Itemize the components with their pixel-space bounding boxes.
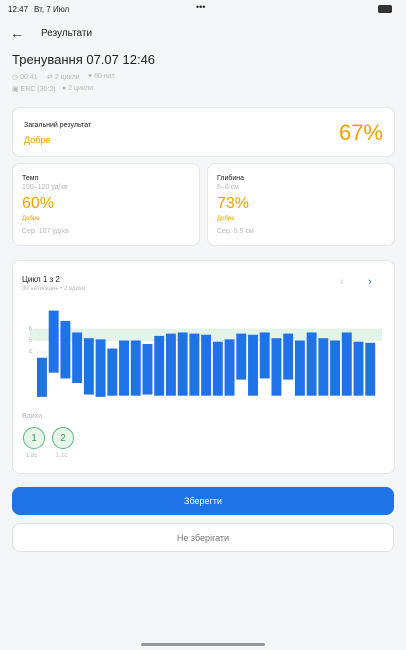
tempo-score: 60%: [22, 195, 55, 212]
y-tick-label: 4: [29, 350, 33, 356]
meta-item: 00:41: [20, 74, 38, 81]
tempo-rating: Добре: [22, 216, 40, 222]
bar: [177, 332, 188, 396]
tempo-avg: Сер. 107 уд/хв: [22, 228, 69, 235]
y-tick-label: 6: [29, 327, 33, 333]
depth-avg: Сер. 5.5 см: [217, 228, 254, 235]
bar: [130, 340, 141, 396]
header-title: Результати: [41, 28, 93, 39]
bar: [294, 340, 305, 396]
meta-item: 2 цикли: [68, 85, 94, 92]
bar: [83, 338, 94, 395]
meta-item: 2 цикли: [54, 74, 80, 81]
bar: [107, 348, 118, 396]
bar: [48, 310, 59, 373]
meta: ⇄ 2 цикли: [47, 74, 80, 81]
bar: [154, 335, 165, 396]
overall-rating: Добре: [24, 135, 51, 145]
bar: [95, 339, 106, 397]
y-tick-label: 5: [29, 338, 33, 344]
breath-circle: 2: [52, 427, 74, 449]
bar: [224, 339, 235, 396]
bar: [365, 342, 376, 396]
home-bar: [141, 643, 265, 646]
bar: [306, 332, 317, 396]
meta: ◷ 00:41: [12, 74, 38, 81]
meta-item: 60 нат.: [94, 73, 116, 80]
bar: [353, 341, 364, 396]
overall-score: 67%: [338, 120, 383, 145]
depth-card: Глибина 5–6 см 73% Добре Сер. 5.5 см: [207, 163, 395, 246]
depth-chart: 4 5 6: [29, 310, 382, 397]
workout-title: Тренування 07.07 12:46: [12, 52, 156, 67]
bar: [165, 333, 176, 396]
breath-time: 1.8с: [26, 453, 38, 459]
bar: [330, 340, 341, 396]
bar: [236, 333, 247, 380]
bar: [248, 334, 258, 396]
bar: [37, 357, 47, 397]
bar: [318, 338, 329, 396]
bar: [142, 343, 153, 395]
back-button[interactable]: ←: [10, 25, 24, 41]
prev-button[interactable]: ‹: [340, 276, 344, 288]
overall-label: Загальний результат: [24, 122, 92, 129]
bar: [60, 320, 71, 379]
bar: [201, 334, 212, 396]
save-button[interactable]: Зберегти: [12, 487, 394, 515]
bar: [212, 341, 223, 396]
status-time: 12:47: [8, 5, 29, 14]
breath-time: 1.1с: [56, 453, 68, 459]
bar: [72, 332, 83, 384]
bar: [119, 340, 129, 396]
depth-range: 5–6 см: [217, 184, 239, 191]
battery: [378, 5, 392, 13]
status-dots: •••: [196, 2, 206, 12]
bar: [189, 333, 200, 396]
meta: ● 2 цикли: [62, 85, 94, 92]
next-button[interactable]: ›: [368, 276, 372, 288]
bar: [259, 332, 270, 379]
chart-title: Цикл 1 з 2: [22, 275, 60, 284]
bar: [271, 338, 282, 396]
depth-rating: Добре: [217, 216, 235, 222]
tempo-range: 100–120 уд/хв: [22, 184, 68, 191]
meta-item: ERC (30:2): [20, 86, 56, 93]
discard-button[interactable]: Не зберігати: [12, 523, 394, 552]
tempo-card: Темп 100–120 уд/хв 60% Добре Сер. 107 уд…: [12, 163, 200, 246]
meta: ♥ 60 нат.: [88, 73, 116, 80]
bar: [283, 333, 294, 380]
depth-label: Глибина: [217, 175, 245, 182]
depth-score: 73%: [217, 195, 250, 212]
tempo-label: Темп: [22, 175, 39, 182]
meta: ▣ ERC (30:2): [12, 86, 56, 93]
breath-circle: 1: [23, 427, 45, 449]
bar: [341, 332, 352, 396]
status-date: Вт, 7 Июл: [34, 5, 70, 14]
overall-card: Загальний результат Добре 67%: [12, 107, 395, 157]
breaths-label: Вдихи: [22, 413, 42, 420]
chart-subtitle: 30 натискань • 2 вдихи: [22, 286, 86, 292]
